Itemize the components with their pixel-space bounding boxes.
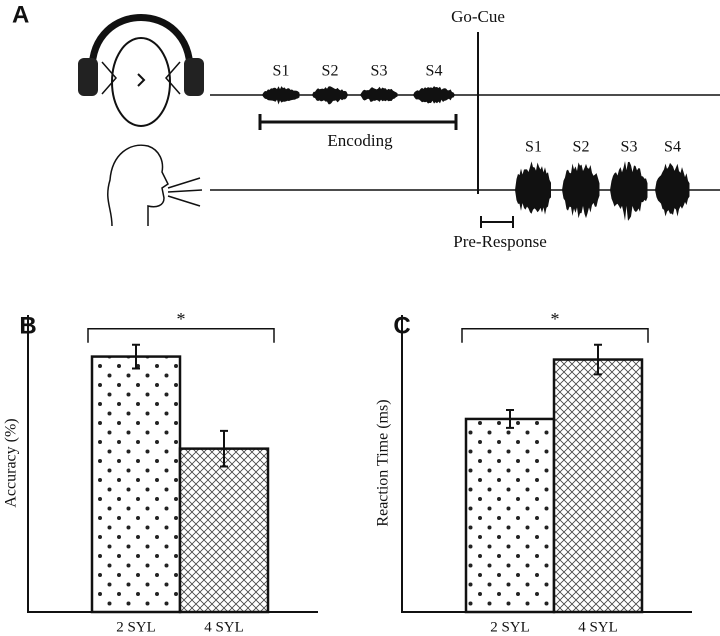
- encoding-label: Encoding: [327, 131, 393, 150]
- waveform: [515, 161, 551, 215]
- waveform: [610, 161, 648, 221]
- waveform: [360, 86, 398, 102]
- syllable-label: S1: [525, 139, 542, 156]
- go-cue-label: Go-Cue: [451, 7, 505, 26]
- ear-cup: [184, 58, 204, 96]
- significance-label: *: [177, 309, 186, 329]
- ear-cup: [78, 58, 98, 96]
- bar: [464, 417, 556, 614]
- panel-label: A: [12, 1, 29, 28]
- pre-response-label: Pre-Response: [453, 232, 546, 251]
- syllable-label: S3: [621, 139, 638, 156]
- bar: [90, 355, 182, 614]
- syllable-label: S4: [664, 139, 681, 156]
- waveform: [262, 86, 300, 105]
- significance-bracket: [461, 327, 649, 343]
- error-bar: [506, 409, 514, 429]
- y-axis-label: Accuracy (%): [3, 418, 20, 507]
- waveform: [312, 86, 348, 105]
- error-bar: [220, 429, 228, 468]
- encoding-bracket: [258, 114, 458, 130]
- nose: [137, 73, 146, 87]
- significance-bracket: [87, 327, 275, 343]
- speech-lines: [167, 177, 203, 207]
- x-tick-label: 4 SYL: [578, 619, 618, 635]
- syllable-label: S1: [273, 63, 290, 80]
- panel-a: A Go-Cue Encoding Pre-Response: [12, 1, 720, 251]
- syllable-label: S2: [322, 63, 339, 80]
- error-bar: [132, 343, 140, 370]
- significance-label: *: [551, 309, 560, 329]
- syllable-label: S2: [573, 139, 590, 156]
- x-tick-label: 4 SYL: [204, 619, 244, 635]
- speaker-head: [107, 144, 169, 227]
- waveform: [655, 162, 690, 217]
- pre-response-bracket: [480, 216, 514, 228]
- bar: [178, 447, 270, 614]
- bar: [552, 358, 644, 614]
- x-tick-label: 2 SYL: [490, 619, 530, 635]
- syllable-label: S3: [371, 63, 388, 80]
- waveform: [562, 162, 600, 219]
- sound-lines: [101, 61, 181, 95]
- x-tick-label: 2 SYL: [116, 619, 156, 635]
- waveform: [413, 86, 455, 104]
- syllable-label: S4: [426, 63, 443, 80]
- y-axis-label: Reaction Time (ms): [375, 399, 392, 526]
- error-bar: [594, 343, 602, 376]
- headphone-band: [88, 14, 194, 71]
